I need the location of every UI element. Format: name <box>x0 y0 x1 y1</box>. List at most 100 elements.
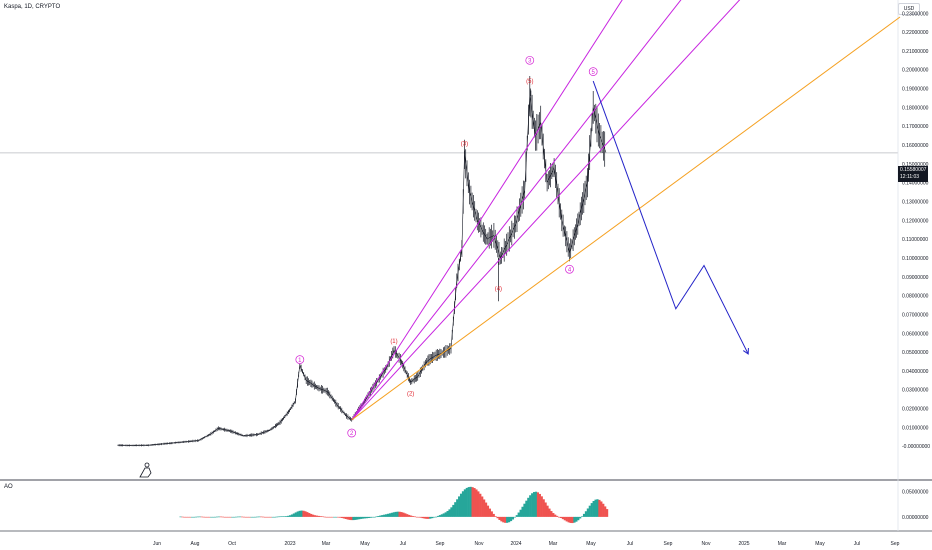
ao-bar <box>281 516 284 517</box>
time-axis-label: Oct <box>228 541 236 547</box>
ao-bar <box>431 516 434 519</box>
price-axis-label: 0.21000000 <box>902 49 929 55</box>
channel-line[interactable] <box>351 0 683 421</box>
ao-bar <box>252 516 255 518</box>
ao-bar <box>365 516 369 519</box>
ao-bar <box>212 516 215 518</box>
currency-button[interactable]: USD <box>898 3 920 15</box>
time-axis-label: Sep <box>664 541 673 547</box>
time-axis-label: Mar <box>322 541 331 547</box>
ao-bar <box>408 514 411 517</box>
price-axis-label: 0.17000000 <box>902 124 929 130</box>
ao-bar <box>346 516 349 520</box>
time-axis-label: Aug <box>191 541 200 547</box>
ao-bar <box>335 516 338 518</box>
ao-bar <box>581 516 584 517</box>
ao-bar <box>262 516 265 518</box>
ao-bar <box>456 499 459 517</box>
ao-bar <box>563 516 566 521</box>
ao-bar <box>237 516 240 518</box>
ao-bar <box>411 516 415 517</box>
ao-bar <box>310 513 313 517</box>
ao-indicator-label[interactable]: AO <box>4 484 13 490</box>
wave-label: 3 <box>528 59 532 65</box>
ao-bar <box>302 510 305 517</box>
ao-bar <box>250 516 253 518</box>
ao-bar <box>486 505 490 517</box>
trendline[interactable] <box>351 16 901 421</box>
chart-title: Kaspa, 1D, CRYPTO <box>4 4 61 10</box>
ao-bar <box>294 512 297 517</box>
ao-bar <box>317 515 320 517</box>
price-axis-label: 0.15000000 <box>902 162 929 168</box>
ao-bar <box>479 493 482 517</box>
projection-path[interactable] <box>592 80 749 355</box>
ao-bar <box>471 487 474 517</box>
channel-line[interactable] <box>351 0 624 421</box>
ao-bar <box>331 516 334 518</box>
ao-bar <box>557 516 561 518</box>
ao-bar <box>371 516 374 518</box>
ao-bar <box>540 496 543 517</box>
ao-bar <box>461 491 465 517</box>
ao-bar <box>333 516 336 518</box>
ao-bar <box>340 516 344 518</box>
ao-bar <box>525 500 528 517</box>
time-axis-label: Jun <box>153 541 161 547</box>
ao-bar <box>321 516 324 518</box>
drawing-tool-icon[interactable] <box>139 462 152 478</box>
ao-bar <box>385 514 388 517</box>
wave-label: (3) <box>461 141 468 147</box>
ao-bar <box>227 516 230 518</box>
price-axis-label: 0.23000000 <box>902 11 929 17</box>
ao-bar <box>531 493 534 517</box>
ao-bar <box>477 491 480 517</box>
last-price-badge: 0.15580007 12:11:03 <box>898 166 928 182</box>
ao-bar <box>434 516 438 518</box>
ao-bar <box>573 516 576 523</box>
ao-bar <box>446 511 449 517</box>
ao-bar <box>606 509 609 517</box>
ao-bar <box>438 515 442 517</box>
ao-bar <box>300 510 303 517</box>
price-path <box>117 96 607 446</box>
ao-bar <box>233 516 236 518</box>
ao-bar <box>271 516 274 518</box>
ao-bar <box>452 504 455 517</box>
ao-bar <box>413 516 417 518</box>
ao-bar <box>306 512 309 517</box>
ao-bar <box>354 516 357 520</box>
ao-bar <box>298 510 301 517</box>
ao-bar <box>375 516 378 518</box>
price-axis-label: -0.00000000 <box>902 444 930 450</box>
ao-bar <box>369 516 372 518</box>
ao-bar <box>273 516 276 518</box>
price-axis-label: 0.12000000 <box>902 218 929 224</box>
ao-bar <box>214 516 217 518</box>
ao-bar <box>392 512 395 517</box>
ao-bar <box>229 516 232 518</box>
ao-bar <box>488 508 491 517</box>
ao-bar <box>419 516 422 518</box>
ao-bar <box>208 516 211 518</box>
ao-bar <box>561 516 565 520</box>
price-axis-label: 0.13000000 <box>902 199 929 205</box>
ao-bar <box>402 512 405 517</box>
ao-bar <box>196 516 199 518</box>
ao-bar <box>313 515 317 517</box>
channel-line[interactable] <box>351 0 741 421</box>
ao-bar <box>569 516 572 523</box>
ao-axis-label: 0.05000000 <box>902 490 929 496</box>
wave-label: (5) <box>526 79 533 85</box>
ao-bar <box>210 516 213 518</box>
ao-bar <box>398 511 401 517</box>
ao-bar <box>292 513 295 517</box>
ao-bar <box>204 516 207 518</box>
ao-bar <box>490 511 493 517</box>
ao-bar <box>325 516 328 518</box>
ao-bar <box>538 493 541 517</box>
candles[interactable] <box>117 76 606 447</box>
ao-bar <box>386 513 390 517</box>
wave-label: 5 <box>592 70 596 76</box>
